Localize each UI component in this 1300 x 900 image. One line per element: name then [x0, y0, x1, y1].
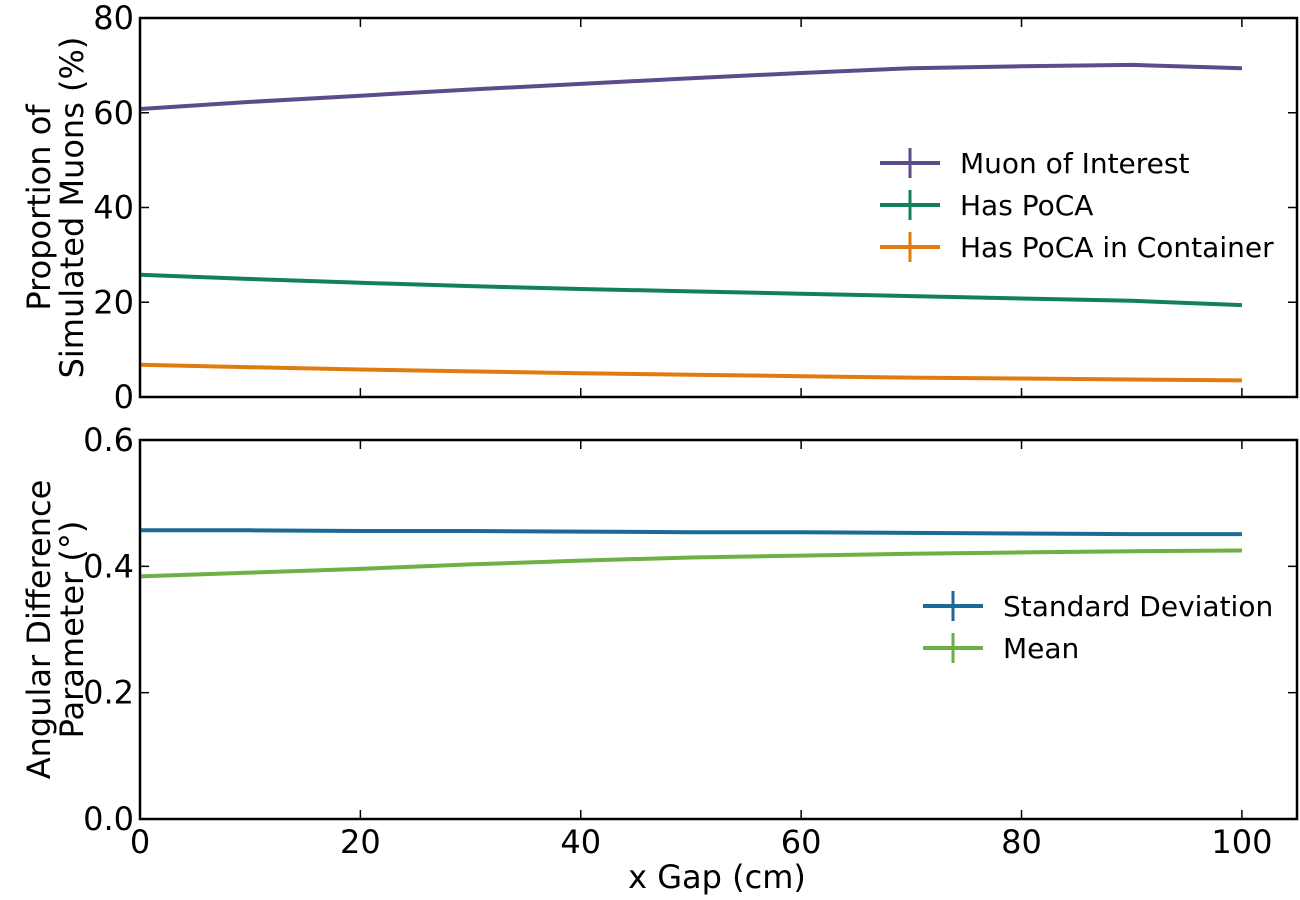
legend-bottom: Standard Deviation Mean [923, 590, 1273, 665]
y-tick-label-top: 60 [93, 94, 134, 132]
legend-item-mean: Mean [923, 632, 1079, 665]
y-tick-label-bottom: 0.4 [83, 547, 134, 585]
legend-item-standard-deviation: Standard Deviation [923, 590, 1273, 623]
y-tick-label-top: 20 [93, 283, 134, 321]
legend-item-muon-of-interest: Muon of Interest [880, 147, 1189, 180]
y-tick-label-top: 80 [93, 0, 134, 37]
legend-label: Has PoCA [960, 189, 1093, 222]
y-tick-label-bottom: 0.6 [83, 421, 134, 459]
series-line-has-poca [139, 272, 1242, 308]
series-line-muon-of-interest [139, 62, 1242, 111]
legend-top: Muon of Interest Has PoCA Has PoCA in Cont… [880, 147, 1274, 264]
plot-frame-bottom [138, 438, 1299, 821]
legend-item-has-poca-in-container: Has PoCA in Container [880, 231, 1274, 264]
legend-label: Has PoCA in Container [960, 231, 1274, 264]
panel-bottom: 0 20 40 60 80 100 0.0 0.2 0.4 0.6 Angular Differen… [20, 421, 1299, 861]
plot-frame-top [138, 16, 1299, 399]
y-tick-label-bottom: 0.0 [83, 800, 134, 838]
y-tick-label-top: 40 [93, 189, 134, 227]
legend-label: Mean [1003, 632, 1079, 665]
y-axis-label-top: Proportion ofSimulated Muons (%) [20, 37, 91, 379]
x-tick-label: 80 [1001, 823, 1042, 861]
legend-label: Muon of Interest [960, 147, 1189, 180]
series-line-mean [139, 548, 1242, 579]
y-tick-label-top: 0 [114, 378, 134, 416]
legend-item-has-poca: Has PoCA [880, 189, 1093, 222]
x-tick-label: 60 [781, 823, 822, 861]
x-tick-label: 0 [130, 823, 150, 861]
series-line-standard-deviation [140, 528, 1242, 537]
series-line-has-poca-in-container [139, 362, 1242, 383]
x-tick-label: 20 [340, 823, 381, 861]
legend-label: Standard Deviation [1003, 590, 1273, 623]
y-tick-label-bottom: 0.2 [83, 674, 134, 712]
y-axis-label-bottom: Angular DifferenceParameter (°) [20, 480, 91, 780]
x-tick-label: 100 [1211, 823, 1272, 861]
x-axis-label: x Gap (cm) [628, 858, 806, 896]
x-tick-label: 40 [560, 823, 601, 861]
